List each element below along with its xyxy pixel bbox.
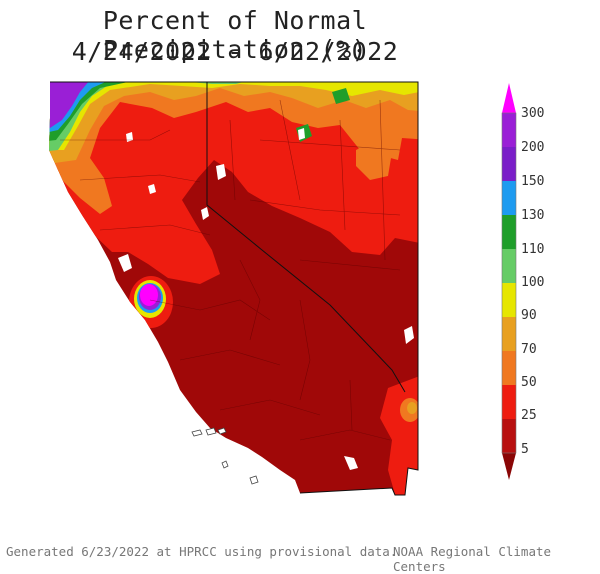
legend-label-100: 100 bbox=[521, 275, 545, 290]
clear-lake bbox=[148, 184, 156, 194]
zone-70-to-90 bbox=[49, 82, 418, 165]
map-title-line-2: 4/24/2022 - 6/22/2022 bbox=[71, 37, 399, 66]
salton-sea bbox=[344, 456, 358, 470]
legend-label-70: 70 bbox=[521, 342, 537, 357]
legend-swatch-110-130 bbox=[502, 215, 516, 249]
zone-25-to-50-north bbox=[49, 82, 418, 284]
zone-50-to-70 bbox=[49, 82, 418, 214]
legend-label-150: 150 bbox=[521, 174, 545, 189]
precipitation-fill bbox=[49, 82, 418, 495]
legend-swatch-100-110 bbox=[502, 249, 516, 283]
legend-label-50: 50 bbox=[521, 375, 537, 390]
map-outline bbox=[50, 81, 419, 496]
legend-label-130: 130 bbox=[521, 208, 545, 223]
lake-tahoe bbox=[201, 207, 209, 220]
legend-outline bbox=[501, 112, 517, 454]
legend-label-90: 90 bbox=[521, 308, 537, 323]
legend-swatch-25-50 bbox=[502, 385, 516, 419]
legend-label-300: 300 bbox=[521, 106, 545, 121]
legend-top-arrow bbox=[502, 83, 516, 113]
shasta-lake bbox=[126, 132, 133, 142]
legend-swatch-150-200 bbox=[502, 147, 516, 181]
legend-colorbar bbox=[501, 83, 517, 480]
legend-label-110: 110 bbox=[521, 242, 545, 257]
pyramid-lake bbox=[216, 164, 226, 180]
sf-bay bbox=[118, 254, 132, 272]
zone-150-to-200 bbox=[49, 82, 90, 128]
legend-swatch-130-150 bbox=[502, 181, 516, 215]
legend-swatch-5-25 bbox=[502, 419, 516, 453]
footer-source-credit: NOAA Regional Climate Centers bbox=[393, 544, 552, 574]
footer-generated-note: Generated 6/23/2022 at HPRCC using provi… bbox=[6, 544, 398, 559]
legend-swatch-200-300 bbox=[502, 113, 516, 147]
legend-swatch-50-70 bbox=[502, 351, 516, 385]
legend-label-200: 200 bbox=[521, 140, 545, 155]
california-nevada-border bbox=[206, 82, 406, 393]
county-lines bbox=[60, 99, 401, 441]
lake-mead bbox=[404, 326, 414, 344]
map-title-line-1: Percent of Normal Precipitation (%) bbox=[102, 6, 368, 64]
legend-swatch-70-90 bbox=[502, 317, 516, 351]
legend-label-5: 5 bbox=[521, 442, 529, 457]
legend-label-25: 25 bbox=[521, 408, 537, 423]
legend-swatch-90-100 bbox=[502, 283, 516, 317]
legend-bottom-arrow bbox=[502, 453, 516, 480]
channel-islands bbox=[191, 427, 259, 485]
zone-70-to-90-southeast bbox=[407, 402, 417, 414]
zone-50-to-70-nevada bbox=[356, 140, 392, 180]
goose-lake bbox=[298, 128, 305, 140]
zone-110-to-130-nevada bbox=[332, 88, 350, 104]
hotspot-magenta-core bbox=[140, 284, 158, 306]
